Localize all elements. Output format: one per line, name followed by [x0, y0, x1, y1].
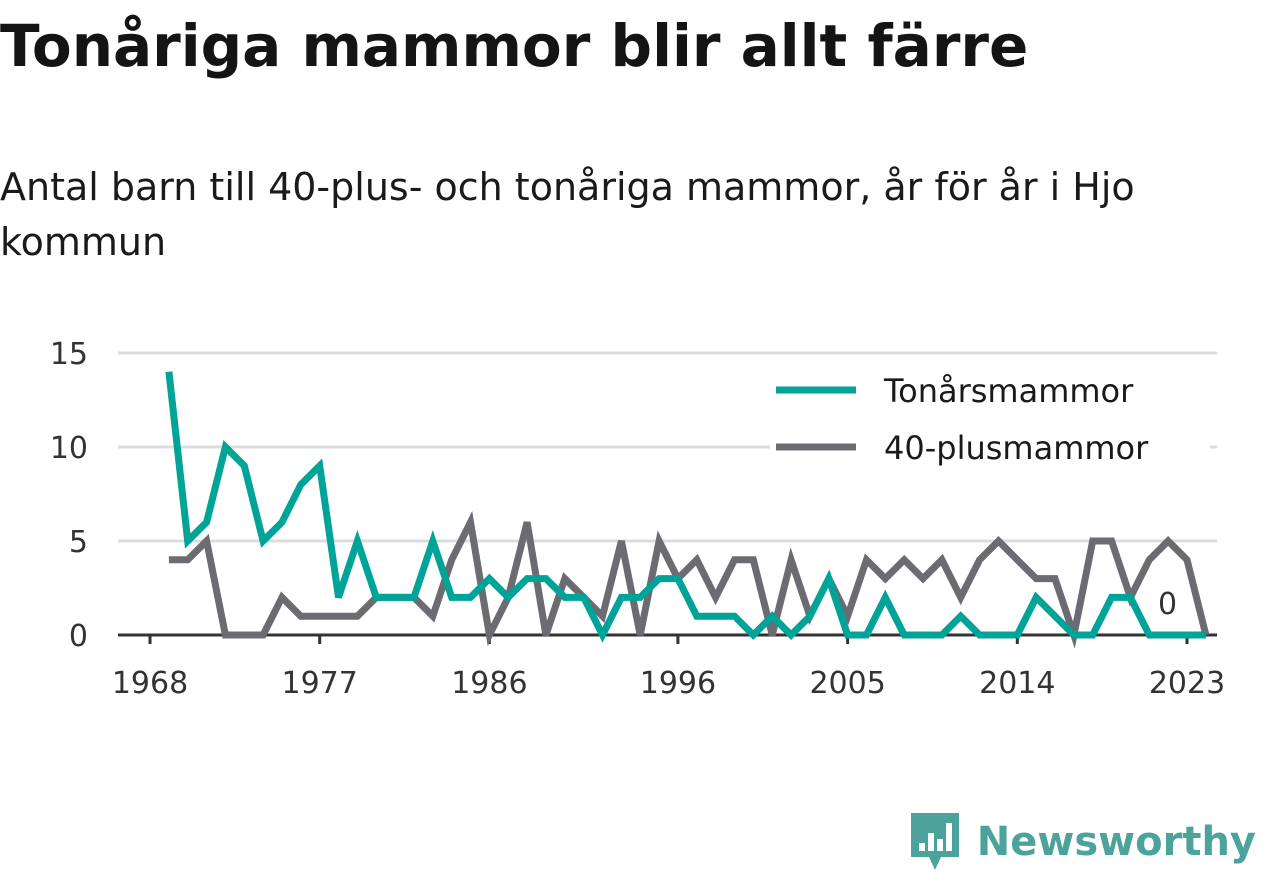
gridlines: 0 5 10 15 [50, 337, 1217, 654]
series-lines [165, 371, 1210, 649]
y-tick-label-15: 15 [50, 337, 88, 372]
newsworthy-logo: Newsworthy [910, 813, 1256, 871]
legend: Tonårsmammor 40-plusmammor [770, 372, 1210, 482]
x-tick-label-1986: 1986 [451, 666, 527, 701]
chart-subtitle: Antal barn till 40-plus- och tonåriga ma… [0, 165, 1135, 264]
y-tick-label-0: 0 [69, 619, 88, 654]
series-line-tonarsmammor [165, 371, 1206, 643]
x-tick-label-1968: 1968 [112, 666, 188, 701]
x-tick-label-1977: 1977 [282, 666, 358, 701]
x-tick-label-2014: 2014 [979, 666, 1055, 701]
y-tick-label-5: 5 [69, 525, 88, 560]
legend-label-tonarsmammor: Tonårsmammor [883, 372, 1134, 410]
chart-title: Tonåriga mammor blir allt färre [0, 12, 1029, 80]
series-line-40-plusmammor [168, 511, 1210, 649]
x-tick-label-2023: 2023 [1149, 666, 1225, 701]
x-tick-label-1996: 1996 [640, 666, 716, 701]
legend-label-40-plusmammor: 40-plusmammor [884, 429, 1149, 467]
bar-chart-badge-icon [910, 813, 959, 870]
x-tick-label-2005: 2005 [809, 666, 885, 701]
y-tick-label-10: 10 [50, 431, 88, 466]
x-axis: 1968 1977 1986 1996 2005 2014 2023 [112, 633, 1225, 701]
logo-text: Newsworthy [976, 819, 1256, 865]
end-value-label: 0 [1158, 587, 1177, 622]
